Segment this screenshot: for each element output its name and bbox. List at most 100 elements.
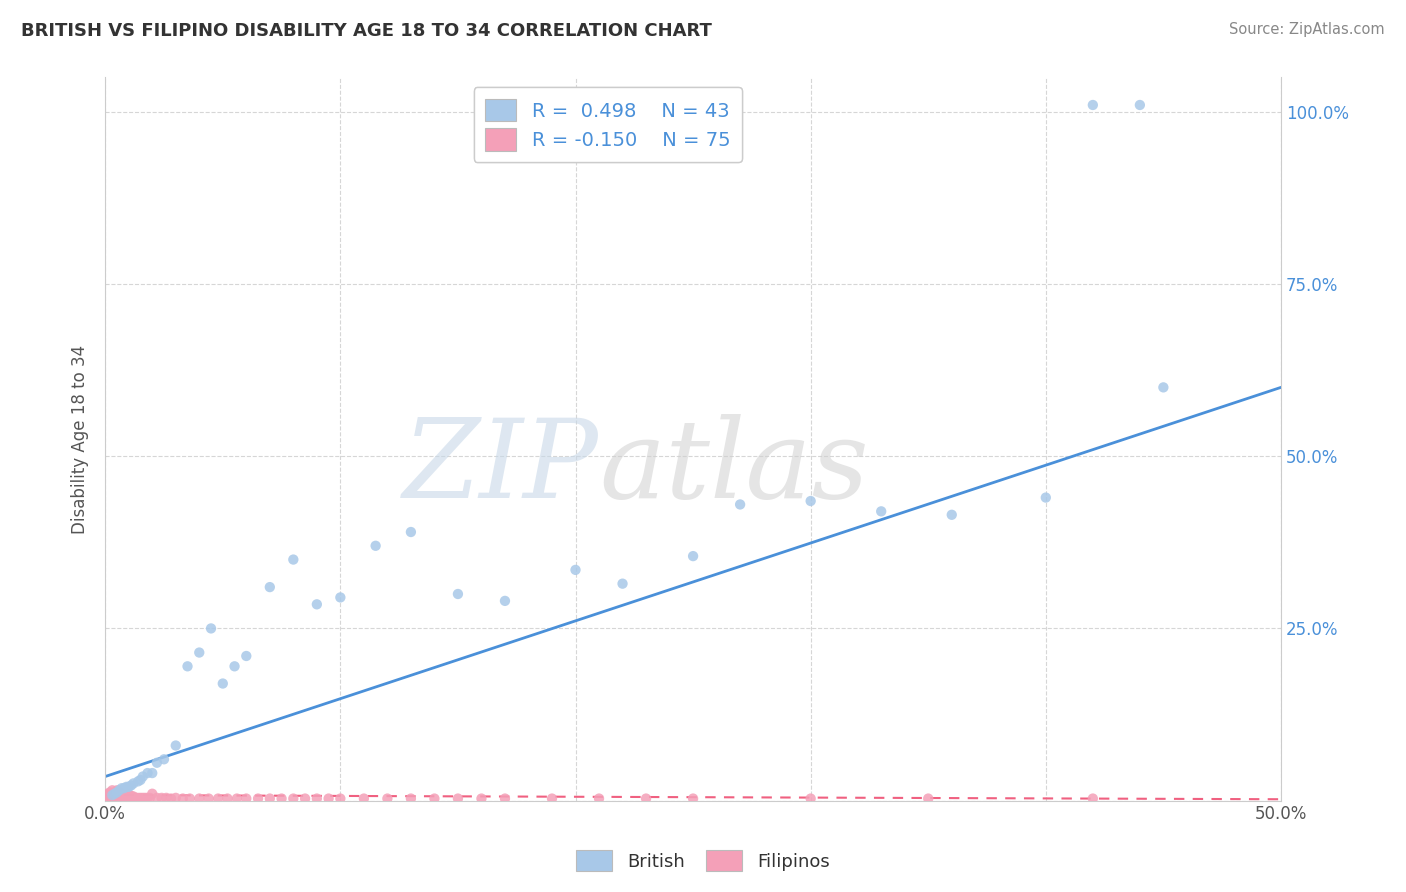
Point [172, 791, 194, 805]
Point [134, 790, 156, 805]
Point [146, 756, 169, 770]
Point [136, 790, 159, 805]
Point [108, 783, 131, 797]
Point [800, 791, 823, 805]
Point [101, 788, 124, 802]
Point [101, 783, 124, 797]
Point [305, 597, 328, 611]
Point [136, 766, 159, 780]
Point [270, 791, 292, 805]
Point [470, 791, 492, 805]
Point [112, 791, 135, 805]
Point [235, 648, 257, 663]
Point [917, 791, 939, 805]
Point [329, 591, 352, 605]
Point [153, 752, 176, 766]
Point [97, 787, 120, 801]
Point [329, 791, 352, 805]
Point [111, 787, 134, 801]
Point [1081, 791, 1104, 805]
Point [235, 791, 257, 805]
Point [127, 790, 149, 805]
Point [118, 791, 141, 805]
Point [104, 785, 127, 799]
Point [141, 766, 163, 780]
Point [97, 790, 120, 805]
Point [224, 659, 246, 673]
Point [104, 789, 127, 803]
Text: Source: ZipAtlas.com: Source: ZipAtlas.com [1229, 22, 1385, 37]
Point [283, 791, 305, 805]
Point [494, 791, 516, 805]
Point [200, 622, 222, 636]
Point [129, 772, 152, 787]
Point [105, 785, 128, 799]
Y-axis label: Disability Age 18 to 34: Disability Age 18 to 34 [72, 344, 89, 533]
Point [118, 788, 141, 802]
Legend: R =  0.498    N = 43, R = -0.150    N = 75: R = 0.498 N = 43, R = -0.150 N = 75 [474, 87, 742, 162]
Point [399, 791, 422, 805]
Point [132, 770, 155, 784]
Point [377, 791, 399, 805]
Point [118, 780, 141, 794]
Text: ZIP: ZIP [404, 414, 599, 522]
Point [564, 563, 586, 577]
Point [115, 790, 138, 805]
Point [129, 790, 152, 805]
Point [447, 587, 470, 601]
Point [305, 791, 328, 805]
Point [155, 790, 177, 805]
Point [165, 739, 187, 753]
Point [259, 580, 281, 594]
Point [612, 576, 634, 591]
Point [728, 498, 751, 512]
Point [494, 594, 516, 608]
Point [447, 791, 470, 805]
Point [146, 790, 169, 805]
Point [122, 791, 145, 805]
Point [588, 791, 610, 805]
Point [160, 791, 183, 805]
Point [353, 791, 375, 805]
Point [112, 781, 135, 796]
Point [165, 790, 187, 805]
Point [122, 776, 145, 790]
Point [98, 790, 121, 805]
Point [108, 785, 131, 799]
Point [197, 791, 219, 805]
Point [132, 790, 155, 805]
Point [105, 787, 128, 801]
Point [141, 787, 163, 801]
Point [207, 791, 229, 805]
Point [318, 791, 340, 805]
Point [120, 779, 142, 793]
Point [682, 791, 704, 805]
Point [1081, 98, 1104, 112]
Point [105, 783, 128, 797]
Point [98, 788, 121, 802]
Point [259, 791, 281, 805]
Point [211, 676, 233, 690]
Point [115, 788, 138, 802]
Point [870, 504, 893, 518]
Point [112, 789, 135, 803]
Point [247, 791, 270, 805]
Point [1035, 491, 1057, 505]
Text: BRITISH VS FILIPINO DISABILITY AGE 18 TO 34 CORRELATION CHART: BRITISH VS FILIPINO DISABILITY AGE 18 TO… [21, 22, 711, 40]
Point [541, 791, 564, 805]
Point [423, 791, 446, 805]
Point [122, 789, 145, 804]
Point [105, 791, 128, 805]
Point [120, 789, 142, 803]
Point [150, 790, 173, 805]
Legend: British, Filipinos: British, Filipinos [569, 843, 837, 879]
Point [115, 780, 138, 794]
Point [105, 789, 128, 804]
Point [179, 791, 201, 805]
Point [118, 790, 141, 805]
Point [634, 791, 657, 805]
Point [399, 524, 422, 539]
Point [188, 791, 211, 805]
Point [127, 774, 149, 789]
Point [101, 790, 124, 805]
